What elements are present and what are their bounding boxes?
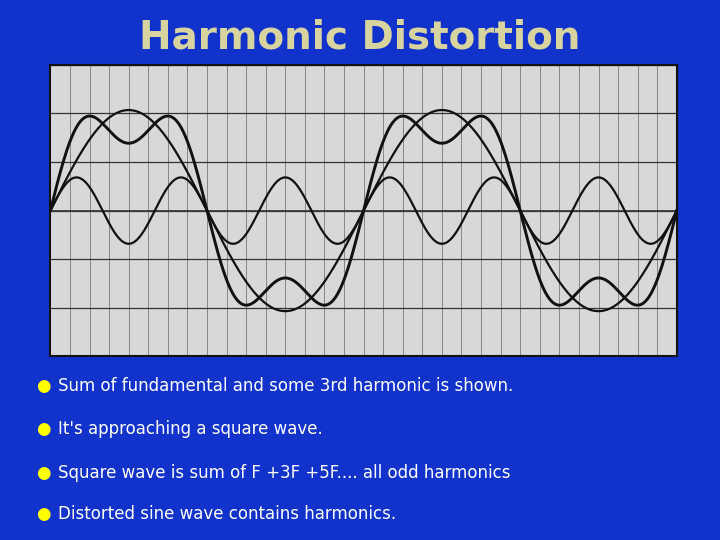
Text: ●: ● xyxy=(36,377,50,395)
Text: Sum of fundamental and some 3rd harmonic is shown.: Sum of fundamental and some 3rd harmonic… xyxy=(58,377,513,395)
Text: Square wave is sum of F +3F +5F.... all odd harmonics: Square wave is sum of F +3F +5F.... all … xyxy=(58,463,510,482)
Text: ●: ● xyxy=(36,420,50,438)
Text: ●: ● xyxy=(36,505,50,523)
Text: It's approaching a square wave.: It's approaching a square wave. xyxy=(58,420,323,438)
Text: Distorted sine wave contains harmonics.: Distorted sine wave contains harmonics. xyxy=(58,505,396,523)
Text: Harmonic Distortion: Harmonic Distortion xyxy=(139,19,581,57)
Text: ●: ● xyxy=(36,463,50,482)
